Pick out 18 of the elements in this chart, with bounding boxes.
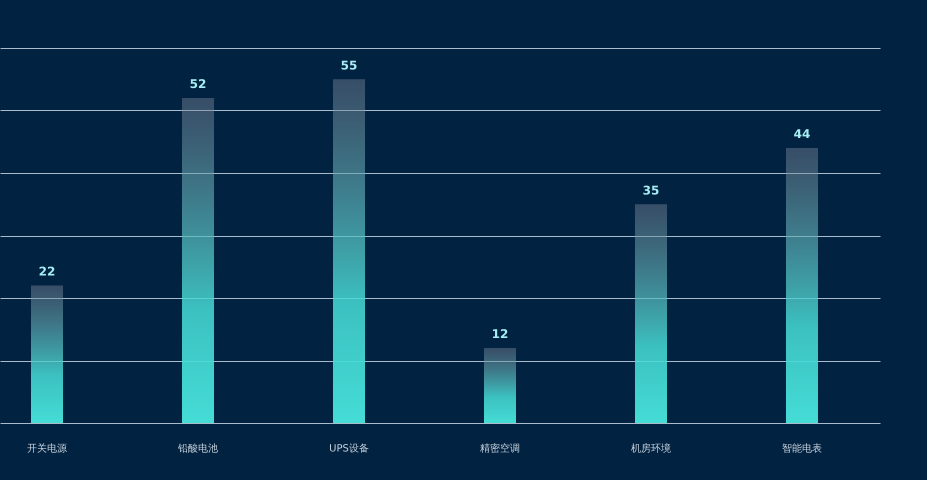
bar bbox=[484, 348, 516, 423]
data-label: 22 bbox=[38, 264, 56, 278]
bar bbox=[634, 204, 667, 423]
x-tick-label: 智能电表 bbox=[782, 442, 822, 454]
x-tick-label: 机房环境 bbox=[630, 442, 671, 454]
data-label: 52 bbox=[190, 77, 206, 91]
x-tick-label: UPS设备 bbox=[329, 442, 369, 454]
x-tick-label: 开关电源 bbox=[27, 442, 68, 454]
bar bbox=[332, 79, 366, 423]
data-label: 44 bbox=[794, 127, 810, 141]
bar bbox=[786, 148, 818, 423]
bar bbox=[182, 98, 214, 423]
data-label: 35 bbox=[642, 183, 660, 198]
x-tick-label: 精密空调 bbox=[480, 442, 520, 454]
data-label: 12 bbox=[492, 327, 508, 341]
data-label: 55 bbox=[340, 58, 358, 72]
x-tick-label: 铅酸电池 bbox=[177, 442, 218, 454]
bar bbox=[31, 286, 64, 423]
